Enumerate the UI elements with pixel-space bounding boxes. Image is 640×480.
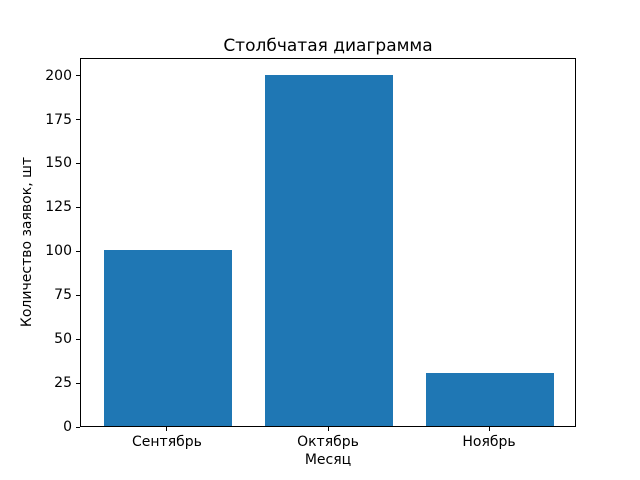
y-tick-label: 100 [45,243,72,260]
x-tick-label: Ноябрь [462,434,516,450]
y-tick-label: 50 [54,331,72,348]
x-tick-mark [488,427,490,431]
y-tick-label: 150 [45,155,72,172]
y-tick-mark [76,250,80,252]
x-tick-label: Сентябрь [132,434,202,450]
x-axis-label: Месяц [304,452,352,468]
y-tick-label: 75 [54,287,72,304]
bar-1 [264,74,394,426]
x-tick-label: Октябрь [297,434,359,450]
x-tick-mark [166,427,168,431]
y-tick-mark [76,162,80,164]
y-tick-mark [76,75,80,77]
y-tick-mark [76,119,80,120]
x-tick-mark [327,427,329,431]
bar-0 [103,250,233,426]
plot-area [80,58,576,427]
y-tick-label: 25 [54,375,72,392]
y-tick-label: 125 [45,199,72,216]
y-tick-label: 175 [45,111,72,128]
y-tick-mark [76,206,80,208]
chart-title: Столбчатая диаграмма [223,36,433,56]
y-tick-label: 0 [63,419,72,435]
y-tick-mark [76,426,80,428]
y-tick-mark [76,382,80,384]
y-tick-label: 200 [45,67,72,84]
bar-2 [425,373,555,426]
y-tick-mark [76,294,80,296]
y-tick-mark [76,338,80,340]
